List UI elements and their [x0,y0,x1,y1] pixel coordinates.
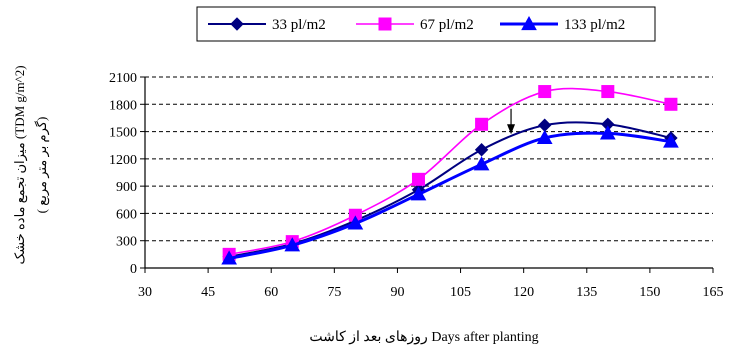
x-tick-label: 165 [703,285,724,300]
series-2 [221,125,679,265]
annotation-arrow [507,108,516,135]
data-point [663,133,679,148]
legend-frame [196,6,656,42]
x-tick-label: 30 [138,285,152,300]
x-tick-label: 45 [201,285,215,300]
data-point [284,237,301,252]
legend-swatch-marker [230,17,244,31]
x-tick-label: 150 [639,285,660,300]
data-point [411,172,425,186]
x-tick-label: 60 [264,285,278,300]
y-tick-label: 900 [116,180,137,195]
y-tick-label: 1200 [109,153,137,168]
data-point [473,156,490,171]
x-tick-label: 120 [513,285,534,300]
x-tick-labels: 30 45 60 75 90 105 120 135 150 165 [138,285,724,300]
y-tick-label: 2100 [109,71,137,86]
data-point [599,125,616,140]
y-tick-label: 600 [116,207,137,222]
axes [140,76,714,273]
data-point [664,97,678,111]
x-tick-label: 105 [450,285,471,300]
legend-label: 33 pl/m2 [272,17,326,33]
arrow-head [507,124,516,135]
data-point [221,250,237,265]
data-point [474,143,489,157]
y-tick-label: 0 [130,262,137,277]
x-axis-label: روزهای بعد از کاشت Days after planting [309,330,538,345]
legend-label: 133 pl/m2 [564,17,625,33]
legend-swatch-marker [378,17,392,31]
data-point [536,129,553,145]
series-group [221,85,679,265]
data-point [475,117,489,131]
legend-label: 67 pl/m2 [420,17,474,33]
legend: 33 pl/m2 67 pl/m2 133 pl/m2 [196,6,656,42]
y-axis-label: میزان تجمع ماده خشک (TDM g/m^2) [12,65,28,264]
x-tick-label: 75 [327,285,341,300]
series-line [228,87,672,256]
data-point [601,85,615,99]
data-point [410,186,427,201]
x-tick-label: 135 [576,285,597,300]
gridlines [145,76,713,242]
data-point [537,118,552,132]
y-axis-label-secondary: ( گرم بر متر مربع) [34,117,50,214]
y-tick-label: 300 [116,235,137,250]
data-point [347,215,364,230]
x-tick-label: 90 [390,285,404,300]
y-tick-label: 1500 [109,126,137,141]
series-1 [222,85,678,261]
data-point [538,85,552,99]
legend-swatch-marker [521,15,537,31]
y-tick-labels: 0 300 600 900 1200 1500 1800 2100 [109,71,137,277]
y-tick-label: 1800 [109,98,137,113]
